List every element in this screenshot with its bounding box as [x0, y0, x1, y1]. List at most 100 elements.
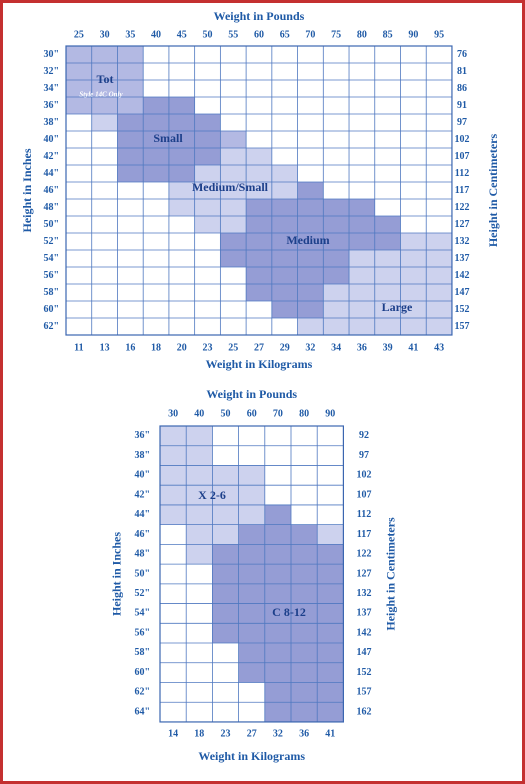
size-cell — [168, 199, 195, 216]
centimeter-label: 152 — [455, 304, 470, 315]
size-cell — [317, 583, 344, 604]
size-cell — [297, 199, 324, 216]
centimeter-label: 76 — [457, 49, 467, 60]
centimeter-label: 92 — [359, 430, 369, 441]
inch-label: 50" — [134, 568, 150, 579]
centimeter-label: 147 — [455, 287, 470, 298]
size-region-label: Tot — [97, 72, 114, 86]
size-cell — [117, 148, 144, 165]
size-cell — [317, 564, 344, 584]
size-cell — [323, 267, 350, 284]
size-cell — [291, 682, 318, 703]
inch-label: 62" — [134, 687, 150, 698]
size-cell — [246, 250, 272, 267]
size-cell — [297, 233, 324, 250]
inch-label: 44" — [43, 168, 59, 179]
size-cell — [297, 267, 324, 284]
inch-label: 54" — [43, 253, 59, 264]
inch-label: 54" — [134, 608, 150, 619]
centimeter-label: 97 — [359, 450, 369, 461]
size-cell — [117, 46, 144, 63]
size-cell — [426, 267, 452, 284]
pound-label: 60 — [247, 408, 257, 419]
size-cell — [220, 199, 247, 216]
pound-label: 50 — [203, 29, 213, 40]
size-cell — [117, 131, 144, 148]
inch-label: 56" — [134, 627, 150, 638]
size-cell — [186, 524, 213, 545]
size-cell — [238, 583, 265, 604]
size-cell — [220, 250, 247, 267]
centimeter-label: 112 — [455, 168, 469, 179]
size-cell — [400, 267, 427, 284]
size-cell — [317, 643, 344, 663]
size-cell — [238, 465, 265, 486]
size-cell — [349, 284, 375, 301]
inch-label: 36" — [43, 100, 59, 111]
size-region-label: Small — [153, 131, 183, 145]
kilogram-label: 25 — [228, 342, 238, 353]
size-cell — [349, 216, 375, 233]
size-cell — [349, 233, 375, 250]
size-cell — [160, 426, 187, 446]
centimeter-label: 137 — [455, 253, 470, 264]
size-cell — [297, 216, 324, 233]
size-cell — [212, 485, 239, 505]
size-cell — [186, 485, 213, 505]
centimeter-label: 152 — [357, 667, 372, 678]
size-cell — [143, 148, 169, 165]
inch-label: 44" — [134, 509, 150, 520]
size-cell — [194, 199, 221, 216]
centimeter-label: 132 — [357, 588, 372, 599]
size-cell — [246, 199, 272, 216]
size-cell — [238, 485, 265, 505]
size-cell — [271, 284, 298, 301]
size-cell — [212, 583, 239, 604]
size-cell — [220, 131, 247, 148]
size-cell — [271, 301, 298, 318]
size-cell — [374, 216, 401, 233]
pound-label: 80 — [357, 29, 367, 40]
size-cell — [91, 80, 118, 97]
size-cell — [349, 318, 375, 335]
inch-label: 32" — [43, 66, 59, 77]
size-cell — [271, 165, 298, 182]
axis-title: Height in Centimeters — [384, 517, 398, 631]
size-cell — [264, 603, 291, 624]
size-cell — [264, 504, 291, 525]
centimeter-label: 137 — [357, 608, 372, 619]
axis-title: Weight in Kilograms — [198, 749, 305, 763]
kilogram-label: 16 — [125, 342, 135, 353]
size-cell — [186, 445, 213, 466]
size-cell — [194, 182, 221, 199]
size-cell — [212, 544, 239, 565]
size-cell — [317, 524, 344, 545]
inch-label: 42" — [43, 151, 59, 162]
size-cell — [143, 114, 169, 131]
centimeter-label: 162 — [357, 706, 372, 717]
size-cell — [291, 524, 318, 545]
size-region-label: Medium — [286, 233, 329, 247]
size-cell — [143, 97, 169, 114]
centimeter-label: 142 — [357, 627, 372, 638]
centimeter-label: 122 — [455, 202, 470, 213]
size-cell — [349, 199, 375, 216]
size-cell — [297, 301, 324, 318]
size-cell — [426, 250, 452, 267]
pound-label: 70 — [305, 29, 315, 40]
size-cell — [238, 564, 265, 584]
grid-border — [159, 425, 344, 723]
size-cell — [220, 216, 247, 233]
size-cell — [291, 623, 318, 644]
size-cell — [400, 301, 427, 318]
size-cell — [317, 702, 344, 722]
size-cell — [66, 97, 92, 114]
kilogram-label: 18 — [194, 728, 204, 739]
centimeter-label: 127 — [455, 219, 470, 230]
size-cell — [246, 165, 272, 182]
size-cell — [91, 46, 118, 63]
inch-label: 48" — [134, 549, 150, 560]
axis-title: Weight in Pounds — [214, 9, 305, 23]
kilogram-label: 27 — [254, 342, 264, 353]
centimeter-label: 142 — [455, 270, 470, 281]
